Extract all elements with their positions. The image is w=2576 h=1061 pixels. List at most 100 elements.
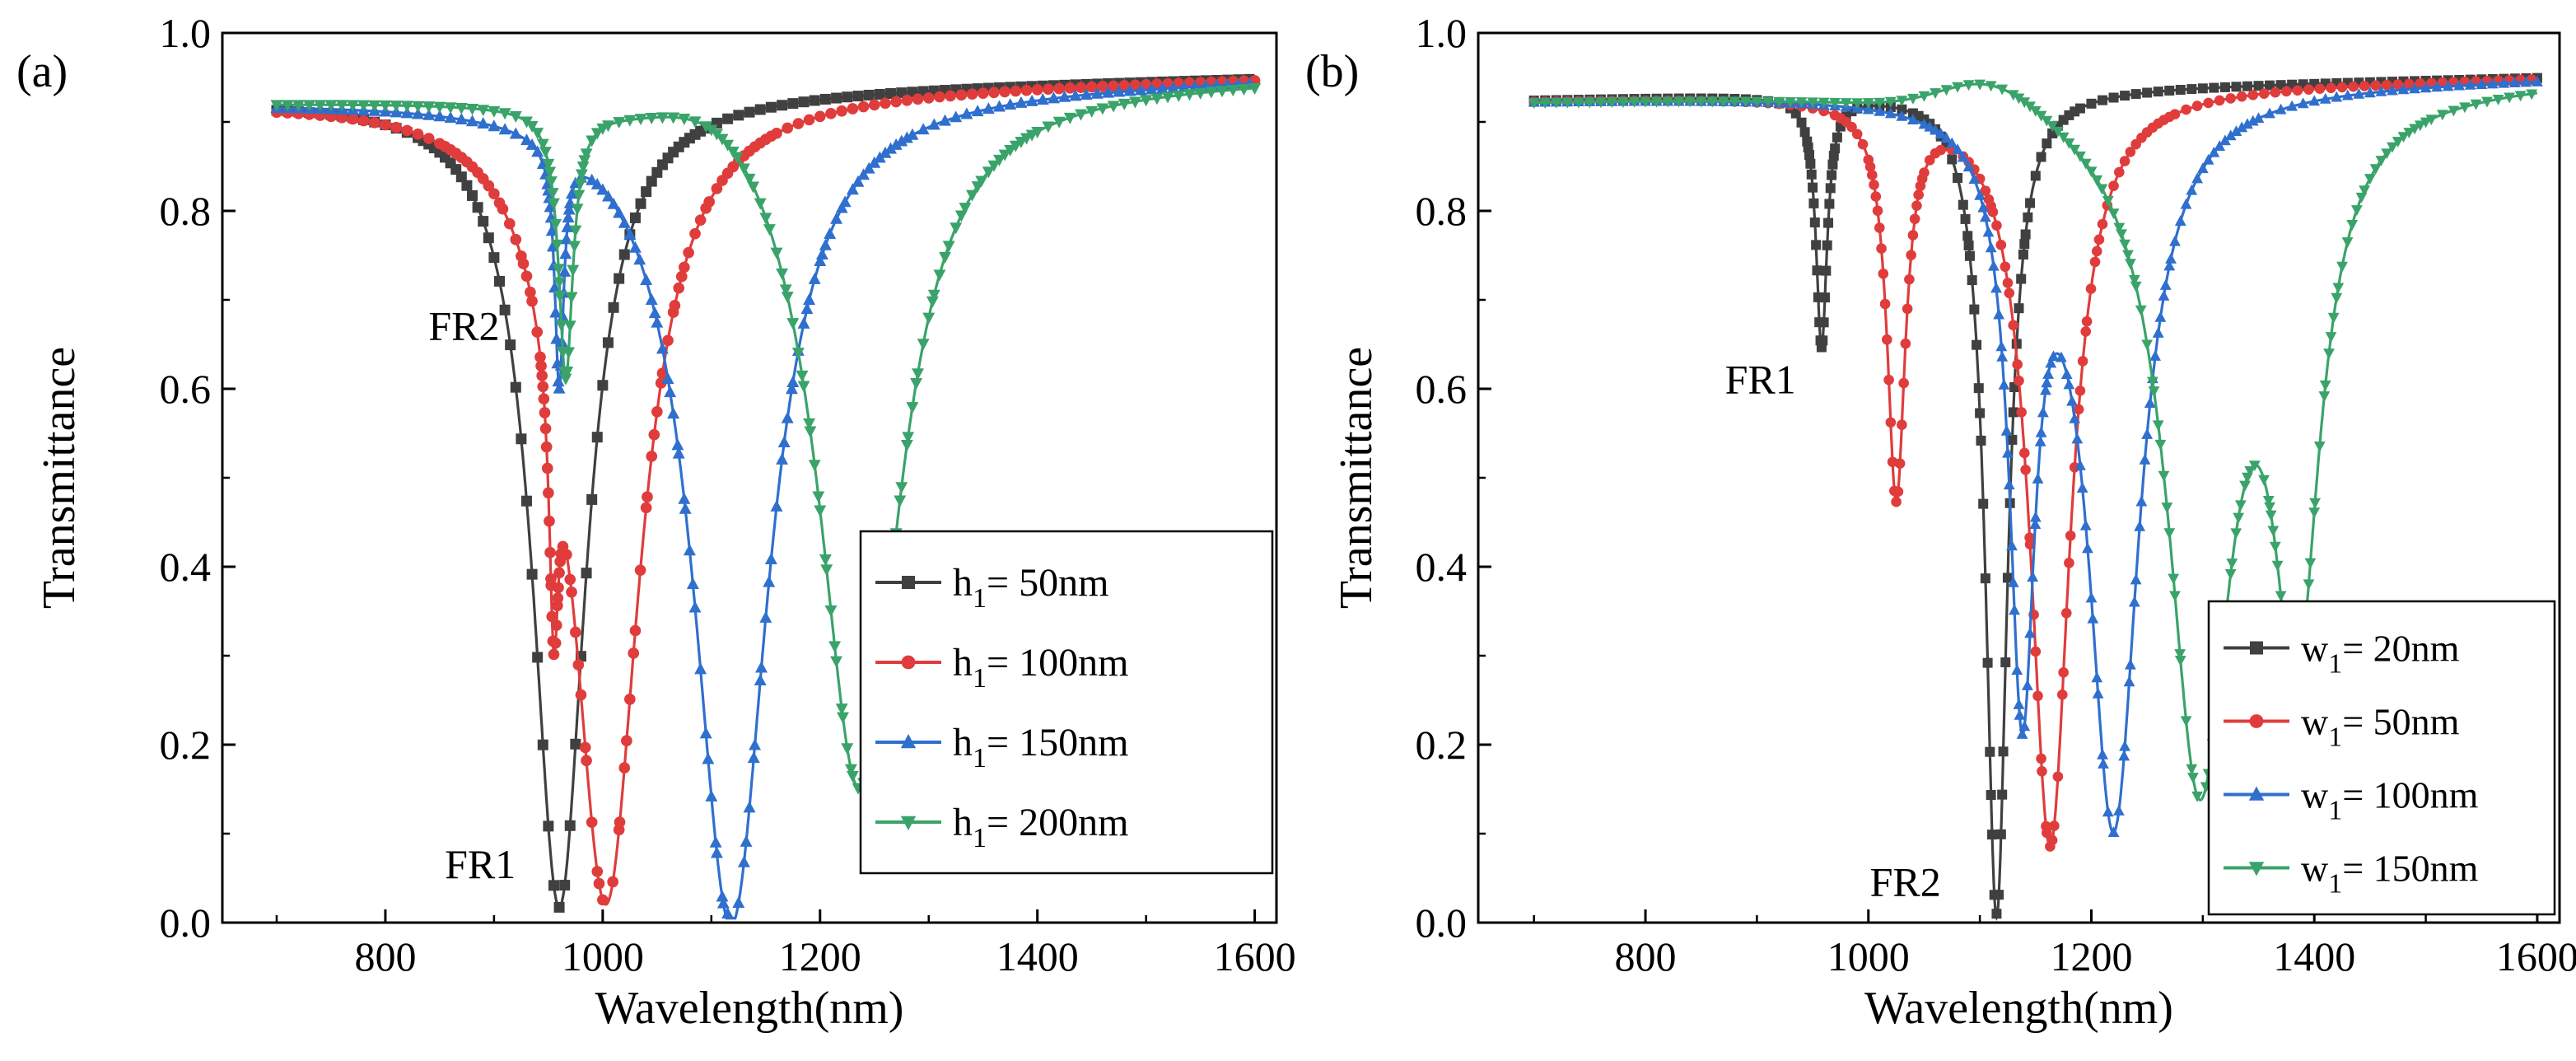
data-point (531, 145, 544, 157)
data-point (1107, 100, 1120, 113)
data-point (1946, 137, 1958, 148)
data-point (902, 576, 915, 589)
data-point (688, 116, 702, 129)
data-point (2498, 77, 2510, 88)
data-point (2169, 235, 2181, 246)
data-point (2415, 78, 2426, 89)
data-point (607, 197, 620, 209)
data-point (716, 133, 729, 146)
data-point (2392, 137, 2404, 148)
data-point (1884, 96, 1897, 108)
data-point (422, 101, 436, 114)
data-point (2504, 92, 2515, 104)
data-point (2403, 78, 2415, 90)
data-point (796, 370, 809, 382)
data-point (1953, 172, 1963, 183)
data-point (2035, 110, 2047, 122)
data-point (671, 438, 684, 451)
data-point (357, 100, 371, 112)
data-point (2297, 97, 2309, 109)
data-point (628, 241, 642, 253)
data-point (2508, 77, 2521, 88)
data-point (2262, 495, 2275, 507)
data-point (596, 183, 609, 195)
legend-label: h1= 100nm (953, 641, 1128, 694)
data-point (645, 293, 658, 305)
data-point (531, 128, 544, 140)
x-tick-label: 1400 (996, 933, 1079, 979)
data-point (1020, 84, 1033, 96)
data-point (1851, 98, 1864, 110)
data-point (1957, 151, 1969, 162)
data-point (2032, 472, 2044, 484)
data-point (1934, 128, 1947, 138)
data-point (1874, 97, 1886, 109)
data-point (648, 306, 661, 319)
data-point (819, 238, 832, 250)
data-point (1015, 96, 1028, 108)
data-point (776, 452, 789, 465)
data-point (651, 406, 663, 418)
data-point (516, 433, 527, 445)
data-point (828, 641, 842, 653)
data-point (812, 491, 825, 503)
data-point (1947, 154, 1958, 165)
data-point (777, 436, 791, 447)
data-point (732, 896, 745, 909)
data-point (2037, 765, 2047, 777)
data-point (1990, 282, 2002, 293)
data-point (2012, 359, 2023, 370)
y-tick-label: 0.8 (160, 188, 212, 234)
data-point (2453, 79, 2466, 91)
data-point (602, 337, 614, 348)
data-point (379, 100, 392, 112)
data-point (565, 187, 578, 199)
data-point (1997, 789, 2008, 800)
data-point (477, 116, 490, 129)
data-point (815, 247, 828, 259)
data-point (532, 652, 544, 663)
data-point (549, 637, 562, 649)
data-point (1940, 132, 1953, 143)
data-point (2426, 77, 2437, 89)
legend-label: w1= 20nm (2301, 628, 2460, 680)
data-point (2016, 407, 2027, 418)
data-point (2197, 83, 2208, 94)
data-point (1063, 112, 1076, 124)
data-point (2089, 256, 2101, 268)
data-point (574, 178, 587, 190)
data-point (1991, 909, 2002, 919)
data-point (2025, 198, 2036, 208)
data-point (579, 741, 591, 754)
data-point (2281, 86, 2292, 97)
data-point (1036, 93, 1049, 105)
y-axis-label: Transmittance (34, 347, 85, 609)
data-point (705, 789, 718, 802)
data-point (2014, 375, 2024, 386)
data-point (2071, 432, 2084, 444)
data-point (2085, 591, 2098, 603)
data-point (2520, 76, 2532, 87)
data-point (808, 272, 821, 284)
data-point (634, 114, 647, 126)
data-point (764, 553, 777, 564)
data-point (664, 386, 677, 398)
data-point (1004, 98, 1017, 110)
data-point (613, 117, 626, 129)
data-point (499, 304, 511, 315)
data-point (885, 88, 897, 100)
data-point (2303, 579, 2315, 591)
data-point (618, 249, 630, 260)
data-point (803, 418, 816, 430)
data-point (1673, 96, 1685, 108)
data-point (1773, 96, 1785, 108)
data-point (1085, 105, 1099, 118)
data-point (455, 112, 468, 124)
data-point (688, 601, 702, 613)
data-point (580, 148, 593, 161)
data-point (2163, 528, 2176, 540)
data-point (2175, 84, 2186, 95)
data-point (2437, 77, 2448, 88)
data-point (1237, 84, 1250, 96)
legend-label: h1= 200nm (953, 801, 1128, 853)
